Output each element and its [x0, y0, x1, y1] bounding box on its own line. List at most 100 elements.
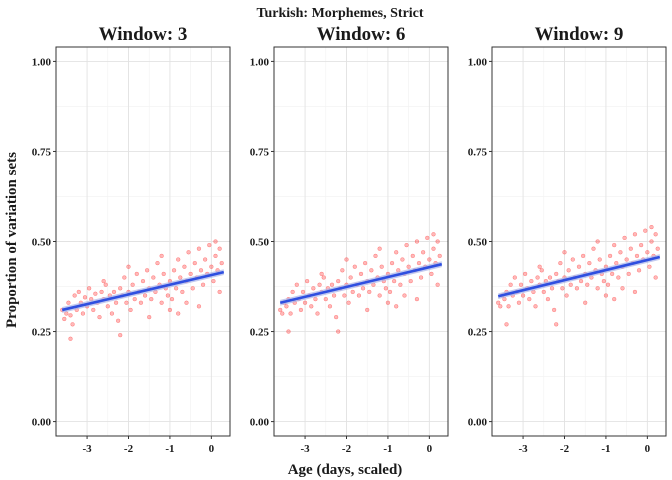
data-point	[327, 304, 333, 309]
panel-title: Window: 6	[317, 24, 406, 45]
data-point	[165, 293, 171, 298]
y-tick-label: 0.75	[250, 146, 270, 158]
x-tick-label: -1	[601, 443, 610, 455]
data-point	[321, 275, 326, 280]
data-point	[151, 275, 156, 280]
x-tick-label: -1	[165, 443, 174, 455]
data-point	[402, 293, 407, 298]
data-point	[336, 329, 341, 334]
data-point	[406, 264, 411, 269]
data-point	[278, 307, 283, 313]
data-point	[539, 268, 544, 273]
data-point	[609, 271, 615, 277]
data-point	[595, 286, 600, 291]
y-axis-label: Proportion of variation sets	[4, 152, 20, 328]
x-tick-label: 0	[209, 443, 215, 455]
data-point	[182, 264, 187, 269]
data-point	[379, 264, 384, 269]
data-point	[142, 293, 148, 298]
data-point	[186, 250, 191, 255]
data-point	[437, 253, 442, 259]
y-tick-label: 0.75	[32, 146, 52, 158]
data-point	[649, 224, 654, 230]
data-point	[344, 257, 349, 262]
data-point	[595, 239, 600, 244]
data-point	[180, 289, 185, 295]
data-point	[389, 260, 395, 266]
panel-2: 0.00 0.25 0.50 0.75 1.00 -3 -2 -1 0 Window: 6	[250, 24, 449, 455]
regression-line	[61, 270, 225, 312]
data-point	[498, 304, 503, 309]
data-point	[313, 296, 318, 302]
data-point	[385, 300, 391, 305]
data-point	[360, 286, 366, 291]
regression-line	[279, 262, 443, 304]
data-point	[280, 311, 285, 316]
panel-title: Window: 9	[535, 24, 624, 45]
data-point	[377, 293, 382, 298]
data-point	[315, 311, 320, 316]
data-point	[352, 264, 357, 269]
data-point	[118, 286, 123, 291]
data-point	[196, 246, 202, 251]
data-point	[418, 275, 424, 280]
data-point	[643, 228, 648, 233]
data-point	[535, 275, 540, 280]
data-point	[336, 278, 341, 284]
data-point	[161, 271, 166, 277]
x-axis-label: Age (days, scaled)	[288, 462, 403, 478]
data-point	[192, 260, 197, 266]
data-point	[346, 300, 351, 305]
data-point	[520, 293, 526, 298]
y-tick-label: 0.50	[468, 237, 488, 249]
data-point	[111, 289, 117, 295]
data-point	[93, 291, 98, 296]
x-tick-label: -3	[518, 443, 528, 455]
data-point	[319, 271, 324, 277]
data-point	[76, 289, 81, 295]
data-point	[605, 282, 611, 287]
x-tick-label: -3	[300, 443, 310, 455]
data-point	[537, 264, 542, 269]
data-point	[564, 293, 569, 298]
data-point	[202, 257, 208, 262]
data-point	[431, 232, 436, 237]
data-point	[414, 239, 420, 244]
data-point	[99, 289, 104, 295]
data-point	[333, 314, 339, 320]
data-point	[86, 286, 92, 291]
data-point	[398, 282, 403, 287]
data-point	[200, 282, 206, 287]
data-point	[356, 293, 362, 298]
data-point	[425, 235, 430, 241]
data-point	[167, 307, 173, 313]
data-point	[545, 296, 551, 302]
data-point	[638, 242, 644, 248]
data-point	[298, 307, 304, 313]
regression-line	[497, 255, 661, 298]
data-point	[217, 246, 222, 251]
data-point	[290, 289, 295, 295]
data-point	[551, 307, 557, 313]
data-point	[155, 260, 160, 266]
data-point	[547, 275, 553, 280]
data-point	[429, 271, 434, 277]
data-point	[416, 260, 422, 266]
panel-1: 0.00 0.25 0.50 0.75 1.00 -3 -2 -1 0 Window: 3	[32, 24, 231, 455]
data-point	[358, 271, 364, 277]
data-point	[196, 304, 202, 309]
data-point	[105, 304, 110, 309]
data-point	[574, 286, 580, 291]
data-point	[549, 286, 555, 291]
data-point	[311, 286, 316, 291]
data-point	[620, 286, 625, 291]
data-point	[173, 286, 179, 291]
y-tick-label: 0.00	[250, 417, 270, 429]
data-point	[516, 300, 522, 305]
data-point	[126, 264, 131, 269]
data-point	[653, 232, 658, 237]
data-point	[70, 322, 75, 327]
x-tick-label: -2	[342, 443, 352, 455]
data-point	[541, 289, 546, 295]
data-point	[217, 289, 222, 295]
